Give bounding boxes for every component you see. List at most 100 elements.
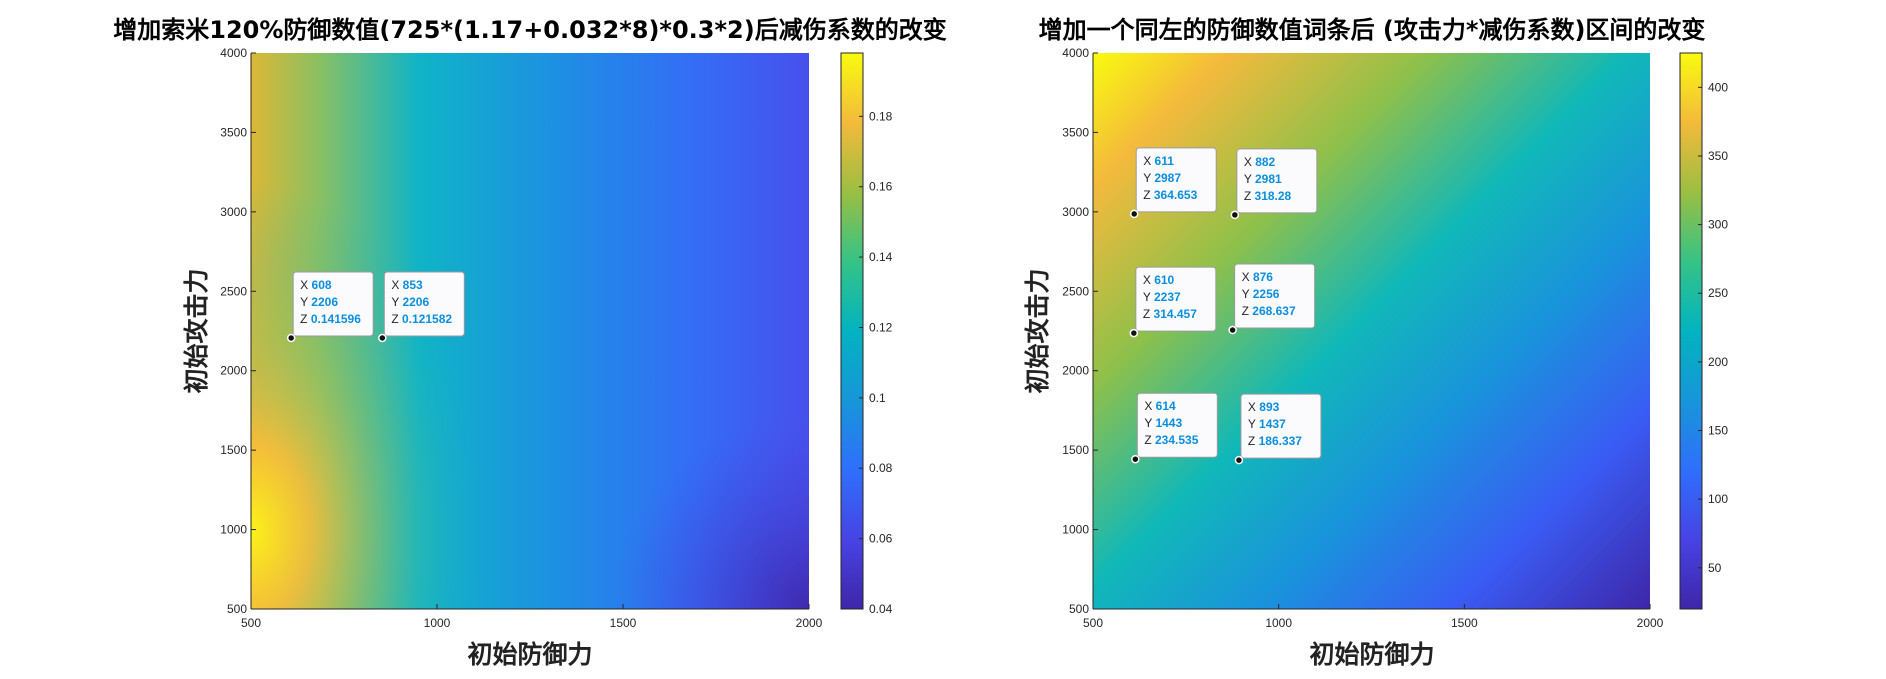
datatip-key: X xyxy=(1143,154,1154,168)
datatip-key: Y xyxy=(1244,172,1255,186)
colorbar-tick-label: 150 xyxy=(1708,424,1728,438)
chart-1: 增加索米120%防御数值(725*(1.17+0.032*8)*0.3*2)后减… xyxy=(113,16,946,669)
datatip-row: X 882 xyxy=(1244,155,1276,169)
datatip-box xyxy=(1135,266,1217,332)
datatip-marker[interactable] xyxy=(286,333,296,343)
datatip[interactable]: X 876 Y 2256 Z 268.637 xyxy=(1228,263,1316,335)
colorbar-tick-label: 0.12 xyxy=(869,320,893,334)
chart-1-xlabel: 初始防御力 xyxy=(467,640,592,669)
y-tick-label: 4000 xyxy=(220,46,247,60)
colorbar-tick-label: 0.04 xyxy=(869,602,893,616)
datatip-key: Y xyxy=(300,295,311,309)
chart-2-colorbar: 50 100 150 200 250 300 350 400 xyxy=(1679,52,1728,610)
datatip-marker[interactable] xyxy=(1129,209,1139,219)
datatip-row: Y 2206 xyxy=(300,295,338,309)
chart-1-title: 增加索米120%防御数值(725*(1.17+0.032*8)*0.3*2)后减… xyxy=(113,16,946,44)
x-tick-label: 1500 xyxy=(1451,616,1478,630)
datatip-value: 1437 xyxy=(1259,417,1286,431)
y-tick-label: 1000 xyxy=(220,523,247,537)
x-tick-label: 500 xyxy=(241,616,261,630)
datatip-key: Z xyxy=(1143,188,1154,202)
datatip-key: Y xyxy=(1242,287,1253,301)
datatip-row: Y 2987 xyxy=(1143,171,1181,185)
datatip-row: Y 2256 xyxy=(1242,287,1280,301)
datatip-key: X xyxy=(1248,400,1259,414)
datatip-row: X 614 xyxy=(1144,399,1176,413)
y-tick-label: 2500 xyxy=(220,284,247,298)
datatip-box xyxy=(1240,393,1322,459)
datatip-row: X 893 xyxy=(1248,400,1280,414)
datatip-key: Y xyxy=(1248,417,1259,431)
y-tick-label: 4000 xyxy=(1062,46,1089,60)
colorbar-tick-label: 300 xyxy=(1708,218,1728,232)
datatip-row: Y 2206 xyxy=(391,295,429,309)
datatip-row: Y 1437 xyxy=(1248,417,1286,431)
datatip-key: Z xyxy=(1143,307,1154,321)
datatip-key: Z xyxy=(1248,434,1259,448)
datatip-value: 1443 xyxy=(1155,416,1182,430)
datatip-value: 876 xyxy=(1253,270,1273,284)
chart-2-axes: 500 1000 1500 2000 500 1000 1500 2000 2500 3000 35… xyxy=(1062,46,1663,630)
chart-2-xlabel: 初始防御力 xyxy=(1309,640,1434,669)
y-tick-label: 1500 xyxy=(1062,443,1089,457)
datatip-value: 893 xyxy=(1259,400,1279,414)
datatip-marker[interactable] xyxy=(1228,325,1237,335)
x-tick-label: 1500 xyxy=(610,616,637,630)
datatip-value: 614 xyxy=(1156,399,1176,413)
datatip-value: 610 xyxy=(1154,273,1174,287)
chart-1-colorbar: 0.04 0.06 0.08 0.1 0.12 0.14 0.16 0.18 xyxy=(840,52,893,616)
datatip-value: 608 xyxy=(312,278,332,292)
datatip-marker[interactable] xyxy=(1234,455,1244,465)
y-tick-label: 3000 xyxy=(1062,205,1089,219)
datatip-row: Z 268.637 xyxy=(1242,304,1296,318)
datatip-box xyxy=(1234,263,1316,329)
datatip-marker[interactable] xyxy=(1131,454,1140,464)
datatip-value: 882 xyxy=(1255,155,1275,169)
datatip-box xyxy=(1136,392,1218,458)
y-tick-label: 500 xyxy=(227,602,247,616)
chart-1-axes: 500 1000 1500 2000 500 1000 1500 2000 2500 3000 35… xyxy=(220,46,822,630)
datatip-box xyxy=(1135,147,1217,213)
datatip-value: 2981 xyxy=(1255,172,1282,186)
datatip-key: Y xyxy=(1143,171,1154,185)
datatip-key: X xyxy=(1242,270,1253,284)
y-tick-label: 500 xyxy=(1069,602,1089,616)
x-tick-label: 2000 xyxy=(1637,616,1664,630)
datatip-value: 611 xyxy=(1155,154,1175,168)
datatip-marker[interactable] xyxy=(1129,328,1139,338)
datatip-key: Z xyxy=(391,312,402,326)
datatip-row: Y 2237 xyxy=(1143,290,1181,304)
y-tick-label: 2000 xyxy=(1062,364,1089,378)
colorbar-tick-label: 0.1 xyxy=(869,391,886,405)
datatip-value: 2206 xyxy=(402,295,429,309)
datatip-marker[interactable] xyxy=(1230,210,1240,220)
datatip[interactable]: X 611 Y 2987 Z 364.653 xyxy=(1129,147,1217,219)
datatip-box xyxy=(1236,148,1318,214)
datatip-row: Z 186.337 xyxy=(1248,434,1302,448)
x-tick-label: 1000 xyxy=(424,616,451,630)
datatip-key: Y xyxy=(1143,290,1154,304)
y-tick-label: 3500 xyxy=(1062,125,1089,139)
colorbar-tick-label: 0.16 xyxy=(869,180,893,194)
datatip-key: Z xyxy=(1244,189,1255,203)
datatip-row: Z 0.141596 xyxy=(300,312,361,326)
datatip-value: 318.28 xyxy=(1255,189,1292,203)
x-tick-label: 2000 xyxy=(796,616,823,630)
datatip-value: 234.535 xyxy=(1155,433,1199,447)
datatip-key: Z xyxy=(1144,433,1155,447)
datatip-marker[interactable] xyxy=(378,333,387,343)
colorbar-tick-label: 350 xyxy=(1708,149,1728,163)
datatip-row: Y 2981 xyxy=(1244,172,1282,186)
datatip-row: Z 364.653 xyxy=(1143,188,1197,202)
datatip-box xyxy=(383,271,465,337)
colorbar-tick-label: 0.14 xyxy=(869,250,893,264)
